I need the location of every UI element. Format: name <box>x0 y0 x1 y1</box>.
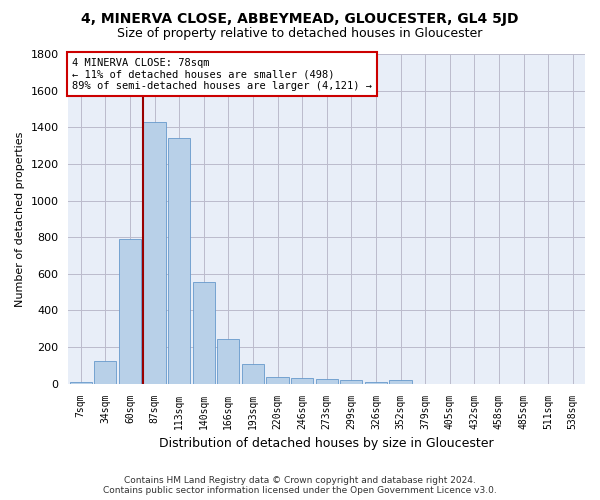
Bar <box>143 122 166 384</box>
Bar <box>340 380 362 384</box>
Bar <box>266 378 289 384</box>
Bar <box>168 138 190 384</box>
Bar <box>193 282 215 384</box>
Text: Size of property relative to detached houses in Gloucester: Size of property relative to detached ho… <box>118 28 482 40</box>
Text: Contains HM Land Registry data © Crown copyright and database right 2024.
Contai: Contains HM Land Registry data © Crown c… <box>103 476 497 495</box>
Y-axis label: Number of detached properties: Number of detached properties <box>15 131 25 306</box>
Text: 4, MINERVA CLOSE, ABBEYMEAD, GLOUCESTER, GL4 5JD: 4, MINERVA CLOSE, ABBEYMEAD, GLOUCESTER,… <box>81 12 519 26</box>
Bar <box>365 382 387 384</box>
Bar <box>316 378 338 384</box>
Bar <box>217 339 239 384</box>
Bar <box>119 239 141 384</box>
Bar <box>291 378 313 384</box>
Text: 4 MINERVA CLOSE: 78sqm
← 11% of detached houses are smaller (498)
89% of semi-de: 4 MINERVA CLOSE: 78sqm ← 11% of detached… <box>72 58 372 91</box>
X-axis label: Distribution of detached houses by size in Gloucester: Distribution of detached houses by size … <box>160 437 494 450</box>
Bar <box>242 364 264 384</box>
Bar <box>70 382 92 384</box>
Bar <box>389 380 412 384</box>
Bar <box>94 361 116 384</box>
